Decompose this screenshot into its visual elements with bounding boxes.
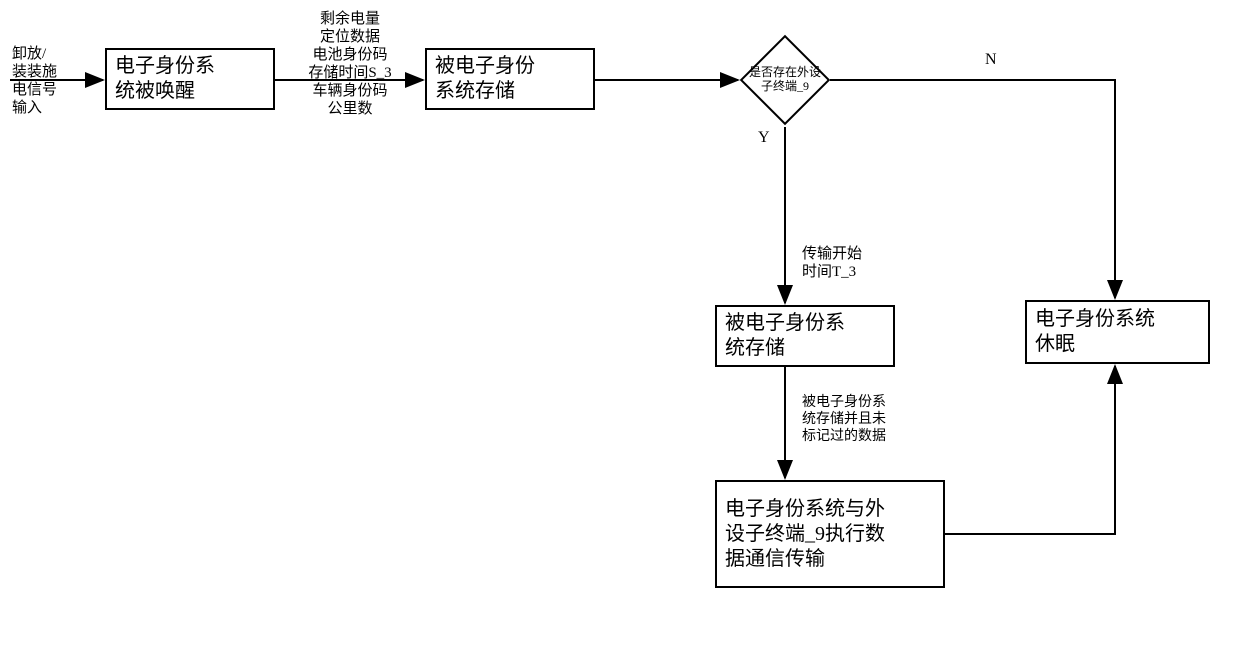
decision-text: 是否存在外设 子终端_9 [725,66,845,94]
edge-label-data-list: 剩余电量 定位数据 电池身份码 存储时间S_3 车辆身份码 公里数 [290,10,410,118]
box-sleep-text: 电子身份系统 休眠 [1035,307,1155,357]
box-store-1: 被电子身份 系统存储 [425,48,595,110]
edge-label-unmarked-data: 被电子身份系 统存储并且未 标记过的数据 [802,395,922,445]
box-transmit-text: 电子身份系统与外 设子终端_9执行数 据通信传输 [725,497,885,572]
box-store-2-text: 被电子身份系 统存储 [725,311,845,361]
edge-label-transmit-start: 传输开始 时间T_3 [802,245,892,281]
box-store-1-text: 被电子身份 系统存储 [435,54,535,104]
box-transmit: 电子身份系统与外 设子终端_9执行数 据通信传输 [715,480,945,588]
box-store-2: 被电子身份系 统存储 [715,305,895,367]
flowchart-canvas: 卸放/ 装装施 电信号 输入 电子身份系 统被唤醒 剩余电量 定位数据 电池身份… [0,0,1240,650]
arrow-transmit-to-sleep [945,366,1115,534]
box-sleep: 电子身份系统 休眠 [1025,300,1210,364]
box-wakeup: 电子身份系 统被唤醒 [105,48,275,110]
box-wakeup-text: 电子身份系 统被唤醒 [115,54,215,104]
label-Y: Y [758,128,770,147]
decision-peripheral-exists: 是否存在外设 子终端_9 [753,48,817,112]
label-N: N [985,50,997,69]
input-label: 卸放/ 装装施 电信号 输入 [12,45,67,117]
